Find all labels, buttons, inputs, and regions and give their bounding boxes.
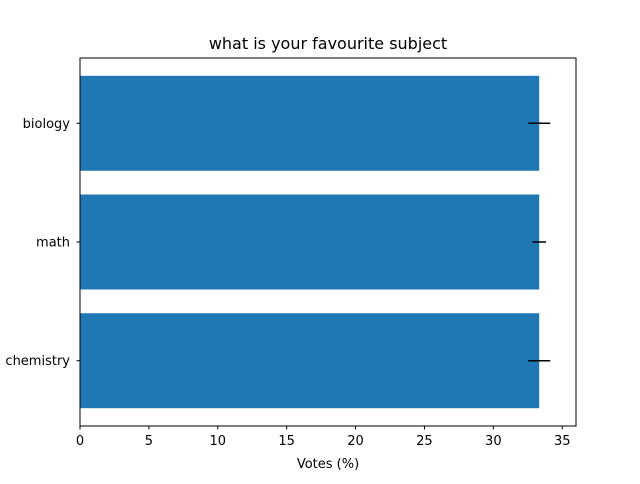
error-bars-layer (528, 122, 551, 362)
x-tick-label: 25 (416, 434, 433, 449)
y-ticks: chemistry math biology (5, 117, 80, 369)
y-tick-label: math (36, 236, 70, 251)
x-tick-label: 0 (76, 434, 84, 449)
x-ticks: 0 5 10 15 20 25 30 35 (76, 426, 571, 449)
bar-math (80, 194, 540, 290)
x-tick-label: 20 (347, 434, 364, 449)
x-tick-label: 30 (485, 434, 502, 449)
x-tick-label: 5 (145, 434, 153, 449)
chart-title: what is your favourite subject (209, 34, 447, 53)
y-tick-label: chemistry (5, 354, 70, 369)
y-tick-label: biology (23, 117, 71, 132)
x-tick-label: 10 (210, 434, 227, 449)
x-axis-label: Votes (%) (297, 457, 359, 472)
x-tick-label: 15 (278, 434, 295, 449)
bars-layer (80, 75, 540, 409)
x-tick-label: 35 (554, 434, 571, 449)
bar-biology (80, 75, 540, 171)
bar-chemistry (80, 313, 540, 409)
